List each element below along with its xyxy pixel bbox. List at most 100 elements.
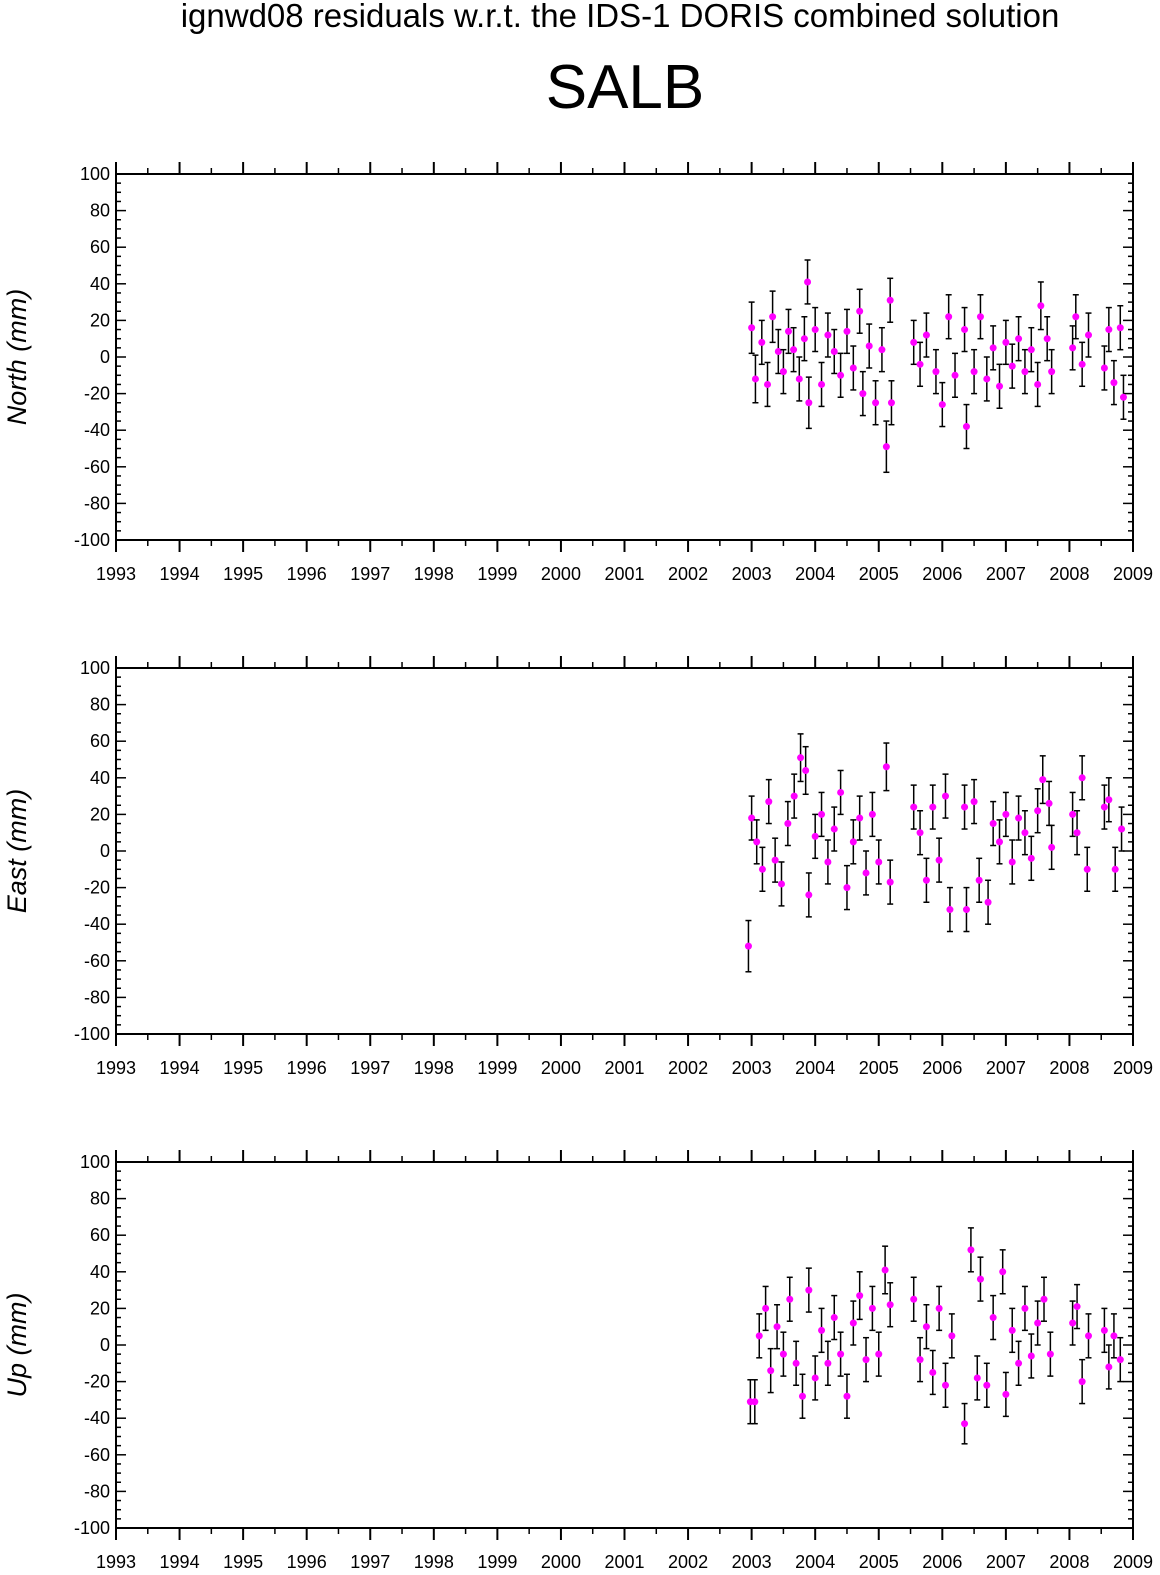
- data-point: [948, 1332, 956, 1340]
- data-point: [830, 348, 838, 356]
- data-point: [989, 344, 997, 352]
- x-tick-label: 1996: [287, 1552, 327, 1572]
- data-point: [811, 326, 819, 334]
- data-point: [751, 375, 759, 383]
- x-tick-label: 2008: [1049, 564, 1089, 584]
- data-point: [862, 1356, 870, 1364]
- y-tick-label: 100: [80, 1152, 110, 1172]
- data-point: [1008, 858, 1016, 866]
- data-point: [1008, 362, 1016, 370]
- data-point: [1105, 326, 1113, 334]
- data-point: [818, 380, 826, 388]
- data-point: [1021, 829, 1029, 837]
- x-tick-label: 2002: [668, 564, 708, 584]
- data-point: [887, 399, 895, 407]
- data-point: [996, 382, 1004, 390]
- data-point: [1027, 854, 1035, 862]
- data-point: [1002, 810, 1010, 818]
- data-point: [922, 876, 930, 884]
- data-point: [1021, 1304, 1029, 1312]
- data-point: [1073, 1303, 1081, 1311]
- data-point: [1046, 1350, 1054, 1358]
- x-tick-label: 1993: [96, 1552, 136, 1572]
- data-point: [818, 810, 826, 818]
- data-point: [1119, 393, 1127, 401]
- data-point: [886, 296, 894, 304]
- data-point: [875, 1350, 883, 1358]
- data-point: [886, 1301, 894, 1309]
- panel-up: 100 80 60 40 20 0 -20 -40 -60 -80 -100 1993 1994 1995…: [2, 1150, 1153, 1572]
- data-point: [941, 792, 949, 800]
- data-point: [961, 326, 969, 334]
- data-point: [916, 360, 924, 368]
- y-tick-label: 20: [90, 1298, 110, 1318]
- data-point: [774, 348, 782, 356]
- data-point: [779, 368, 787, 376]
- data-point: [1015, 814, 1023, 822]
- x-tick-label: 2009: [1113, 1552, 1153, 1572]
- data-point: [970, 798, 978, 806]
- data-point: [824, 1359, 832, 1367]
- data-point: [967, 1246, 975, 1254]
- data-point: [935, 1304, 943, 1312]
- y-tick-label: 60: [90, 731, 110, 751]
- x-tick-label: 2004: [795, 564, 835, 584]
- data-point: [792, 1359, 800, 1367]
- data-point: [779, 1350, 787, 1358]
- x-tick-label: 2009: [1113, 564, 1153, 584]
- x-tick-label: 1999: [477, 1552, 517, 1572]
- y-axis-label: East (mm): [2, 789, 32, 914]
- data-point: [1015, 335, 1023, 343]
- x-tick-label: 2003: [732, 564, 772, 584]
- data-point: [1069, 1319, 1077, 1327]
- y-tick-label: 80: [90, 695, 110, 715]
- data-point: [989, 1314, 997, 1322]
- data-point: [805, 891, 813, 899]
- data-point: [1116, 324, 1124, 332]
- data-point: [1116, 1356, 1124, 1364]
- data-point: [824, 858, 832, 866]
- data-point: [1083, 865, 1091, 873]
- data-point: [767, 1367, 775, 1375]
- data-point: [984, 898, 992, 906]
- data-point: [989, 820, 997, 828]
- data-point: [795, 375, 803, 383]
- x-tick-label: 1999: [477, 1058, 517, 1078]
- data-point: [843, 327, 851, 335]
- data-point: [1008, 1326, 1016, 1334]
- data-point: [748, 324, 756, 332]
- y-tick-label: 40: [90, 1262, 110, 1282]
- data-point: [922, 331, 930, 339]
- data-point: [862, 869, 870, 877]
- y-tick-label: -20: [84, 384, 110, 404]
- data-point: [1072, 313, 1080, 321]
- data-point: [962, 906, 970, 914]
- y-tick-label: -80: [84, 493, 110, 513]
- data-point: [762, 1304, 770, 1312]
- x-tick-label: 2001: [604, 1058, 644, 1078]
- y-tick-label: -60: [84, 1445, 110, 1465]
- panel-north: 100 80 60 40 20 0 -20 -40 -60 -80 -100 1993 1994 1995…: [2, 162, 1153, 584]
- chart-title: ignwd08 residuals w.r.t. the IDS-1 DORIS…: [181, 0, 1060, 34]
- series-east: [744, 733, 1126, 973]
- data-point: [973, 1374, 981, 1382]
- data-point: [935, 856, 943, 864]
- x-tick-label: 2000: [541, 1552, 581, 1572]
- y-tick-label: -60: [84, 951, 110, 971]
- x-tick-label: 2006: [922, 1058, 962, 1078]
- y-tick-label: -40: [84, 914, 110, 934]
- y-tick-label: 40: [90, 768, 110, 788]
- data-point: [751, 1398, 759, 1406]
- x-tick-label: 2003: [732, 1552, 772, 1572]
- data-point: [1015, 1359, 1023, 1367]
- data-point: [804, 278, 812, 286]
- x-tick-label: 2000: [541, 564, 581, 584]
- x-tick-label: 1994: [160, 1552, 200, 1572]
- plot-frame: [115, 173, 1134, 541]
- x-tick-label: 2008: [1049, 1058, 1089, 1078]
- x-tick-label: 1994: [160, 1058, 200, 1078]
- y-tick-label: 20: [90, 804, 110, 824]
- x-tick-label: 1993: [96, 564, 136, 584]
- x-tick-label: 2009: [1113, 1058, 1153, 1078]
- data-point: [1110, 1332, 1118, 1340]
